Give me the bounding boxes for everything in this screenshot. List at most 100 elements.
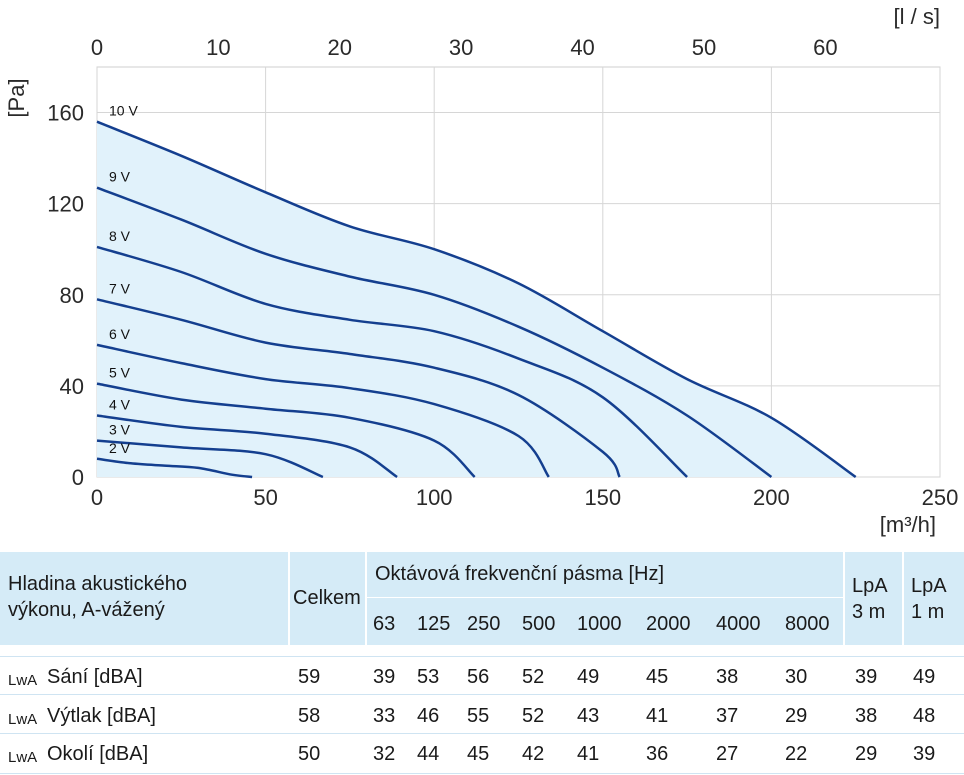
row-lpa1: 49 [913,666,936,688]
y-tick-label: 80 [60,283,84,308]
divider [365,552,367,645]
voltage-curves [96,120,857,479]
x-tick-label: 250 [922,485,959,510]
row-label: Okolí [dBA] [47,743,149,765]
divider [365,597,843,598]
x-tick-label: 200 [753,485,790,510]
row-band-value: 38 [716,666,739,688]
y-tick-label: 40 [60,374,84,399]
x-top-tick-label: 50 [692,35,716,60]
row-total: 50 [298,743,321,765]
row-band-value: 30 [785,666,808,688]
x-top-tick-label: 40 [570,35,594,60]
curve-line [96,186,773,479]
row-total: 59 [298,666,321,688]
header-band: 2000 [646,613,691,635]
row-band-value: 27 [716,743,739,765]
row-band-value: 52 [522,705,545,727]
row-band-value: 55 [467,705,490,727]
y-tick-label: 160 [47,101,84,126]
curve-line [96,120,857,479]
row-separator [0,656,964,657]
row-band-value: 53 [417,666,440,688]
divider [288,552,290,645]
header-band: 500 [522,613,556,635]
x-axis-bottom-unit: [m³/h] [880,512,936,537]
row-band-value: 56 [467,666,490,688]
row-band-value: 43 [577,705,600,727]
row-band-value: 39 [373,666,396,688]
curve-label: 6 V [109,326,131,342]
row-band-value: 41 [577,743,600,765]
x-top-tick-label: 20 [328,35,352,60]
curve-label: 8 V [109,228,131,244]
header-label-line1: Hladina akustického [8,573,187,595]
row-band-value: 33 [373,705,396,727]
header-lpa3-line2: 3 m [852,601,886,623]
header-lpa1-line2: 1 m [911,601,945,623]
row-lpa3: 38 [855,705,878,727]
y-tick-label: 0 [72,465,84,490]
row-lpa3: 29 [855,743,878,765]
row-band-value: 45 [646,666,669,688]
row-total: 58 [298,705,321,727]
curve-line [96,439,324,479]
header-lpa1-line1: LpA [911,575,947,597]
row-lpa1: 39 [913,743,936,765]
row-band-value: 36 [646,743,669,765]
fan-performance-chart: 10 V9 V8 V7 V6 V5 V4 V3 V2 V 0 50 100 150 20… [4,4,958,537]
row-lpa3: 39 [855,666,878,688]
row-separator [0,694,964,695]
header-band: 63 [373,613,396,635]
row-band-value: 42 [522,743,545,765]
x-tick-label: 150 [584,485,621,510]
row-lpa1: 48 [913,705,936,727]
header-band: 8000 [785,613,830,635]
row-band-value: 52 [522,666,545,688]
row-band-value: 44 [417,743,440,765]
curve-label: 2 V [109,440,131,456]
row-band-value: 45 [467,743,490,765]
x-top-tick-label: 0 [91,35,103,60]
row-band-value: 49 [577,666,600,688]
curve-label: 10 V [109,103,138,119]
curve-line [96,457,253,479]
table-header-background [0,552,964,645]
row-separator [0,733,964,734]
x-top-tick-label: 10 [206,35,230,60]
x-top-tick-label: 30 [449,35,473,60]
row-band-value: 37 [716,705,739,727]
operating-envelope [97,121,856,477]
x-axis-top-ticks: 0 10 20 30 40 50 60 [91,35,838,60]
header-label-line2: výkonu, A-vážený [8,599,165,621]
header-band: 125 [417,613,451,635]
row-band-value: 29 [785,705,808,727]
x-axis-bottom-ticks: 0 50 100 150 200 250 [91,485,958,510]
row-prefix: LwA [8,672,38,689]
row-separator [0,773,964,774]
row-label: Výtlak [dBA] [47,705,156,727]
row-prefix: LwA [8,711,38,728]
x-tick-label: 50 [253,485,277,510]
y-axis-unit: [Pa] [4,78,29,117]
divider [902,552,904,645]
x-tick-label: 100 [416,485,453,510]
row-prefix: LwA [8,749,38,766]
y-tick-label: 120 [47,192,84,217]
y-axis-ticks: 0 40 80 120 160 [47,101,84,490]
curve-label: 7 V [109,280,131,296]
curve-line [96,298,621,478]
divider [843,552,845,645]
curve-label: 3 V [109,422,131,438]
curve-line [96,382,476,478]
curve-line [96,343,550,478]
row-band-value: 22 [785,743,808,765]
x-top-tick-label: 60 [813,35,837,60]
curve-label: 5 V [109,365,131,381]
x-tick-label: 0 [91,485,103,510]
row-label: Sání [dBA] [47,666,143,688]
row-band-value: 46 [417,705,440,727]
header-total: Celkem [293,587,361,609]
curve-line [96,245,688,478]
header-band: 4000 [716,613,761,635]
